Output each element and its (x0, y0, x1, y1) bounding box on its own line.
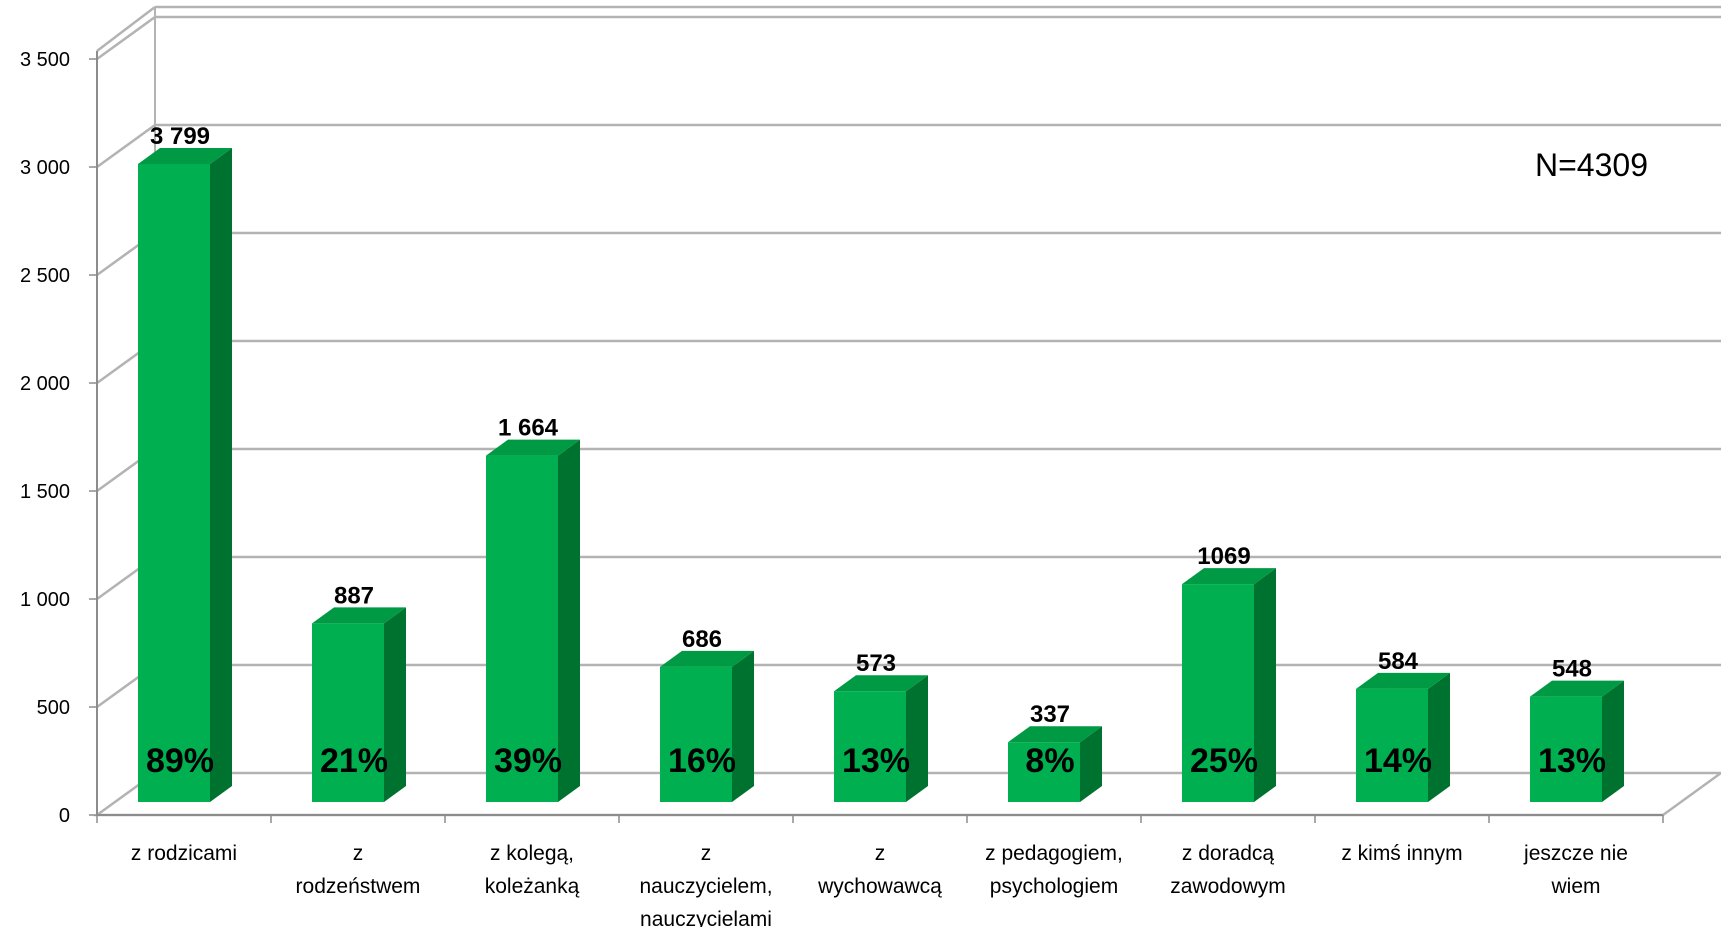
percent-label: 13% (842, 742, 910, 780)
bar (138, 148, 232, 802)
bar-front (834, 691, 906, 802)
bar-top (138, 148, 232, 164)
value-label: 887 (334, 582, 374, 609)
bar-front (1356, 688, 1428, 802)
category-label-line: z kimś innym (1341, 842, 1462, 865)
bar-front (1182, 584, 1254, 802)
bar (1356, 672, 1450, 802)
category-label-line: rodzeństwem (296, 875, 421, 898)
category-label-line: psychologiem (990, 875, 1118, 898)
category-label: z rodzeństwem (296, 842, 421, 898)
bar-top (1182, 568, 1276, 585)
category-label-line: nauczycielami (640, 908, 772, 927)
category-label: z doradcą zawodowym (1170, 842, 1286, 898)
bar-side (558, 439, 580, 802)
bar (834, 675, 928, 802)
category-label-line: z (875, 842, 886, 865)
category-label-line: z doradcą (1182, 842, 1275, 865)
category-label: z rodzicami (131, 842, 237, 865)
y-tick-label: 2 000 (20, 373, 70, 395)
value-label: 1069 (1197, 543, 1250, 570)
bar (1182, 568, 1276, 802)
value-label: 1 664 (498, 415, 559, 442)
bar (1530, 680, 1624, 802)
bar (312, 607, 406, 802)
bar (660, 650, 754, 802)
category-label-line: z (353, 842, 364, 865)
category-label: z kimś innym (1341, 842, 1462, 865)
value-label: 3 799 (150, 123, 210, 150)
value-label: 337 (1030, 701, 1070, 728)
category-label-line: z (701, 842, 712, 865)
percent-label: 16% (668, 742, 736, 780)
percent-label: 25% (1190, 742, 1258, 780)
bar-top (1008, 726, 1102, 743)
y-tick-label: 1 000 (20, 589, 70, 611)
bar-side (732, 650, 754, 802)
y-tick-label: 2 500 (20, 265, 70, 287)
category-label: jeszcze nie wiem (1523, 842, 1628, 898)
value-label: 548 (1552, 656, 1592, 683)
category-label-line: wiem (1550, 875, 1600, 898)
percent-label: 8% (1025, 742, 1074, 780)
bar-top (486, 439, 580, 456)
labels: 0 500 1 000 1 500 2 000 2 500 3 000 3 500 3 799 8… (20, 49, 1628, 927)
y-tick-label: 3 500 (20, 49, 70, 71)
category-label-line: nauczycielem, (639, 875, 772, 898)
y-tick-label: 1 500 (20, 481, 70, 503)
bar-front (486, 455, 558, 802)
category-label-line: jeszcze nie (1523, 842, 1628, 865)
percent-label: 21% (320, 742, 388, 780)
category-label-line: koleżanką (485, 875, 580, 898)
value-label: 573 (856, 650, 896, 677)
percent-label: 89% (146, 742, 214, 780)
y-tick-label: 500 (37, 697, 70, 719)
bar (486, 439, 580, 802)
bar-top (1356, 672, 1450, 689)
category-label-line: zawodowym (1170, 875, 1286, 898)
bar-side (1080, 726, 1102, 802)
category-label: z wychowawcą (817, 842, 942, 898)
bar-front (312, 623, 384, 802)
bar-side (906, 675, 928, 802)
bar-side (1254, 568, 1276, 802)
y-tick-label: 0 (59, 805, 70, 827)
bar-front (1530, 696, 1602, 802)
bar-side (1428, 672, 1450, 802)
category-label-line: z rodzicami (131, 842, 237, 865)
bars (138, 148, 1624, 802)
bar-top (1530, 680, 1624, 697)
gridline-diagonal (96, 15, 156, 61)
value-label: 584 (1378, 648, 1419, 675)
bar-front (138, 164, 210, 802)
category-label-line: z kolegą, (490, 842, 574, 865)
sample-size-annotation: N=4309 (1535, 147, 1648, 183)
category-label: z pedagogiem, psychologiem (985, 842, 1123, 898)
value-label: 686 (682, 626, 722, 653)
bar-side (1602, 680, 1624, 802)
percent-label: 14% (1364, 742, 1432, 780)
bar-side (384, 607, 406, 802)
gridline-diagonal (96, 6, 156, 52)
y-tick-label: 3 000 (20, 157, 70, 179)
category-label-line: wychowawcą (817, 875, 942, 898)
category-label: z kolegą, koleżanką (485, 842, 580, 898)
bar (1008, 726, 1102, 802)
category-label-line: z pedagogiem, (985, 842, 1123, 865)
percent-label: 13% (1538, 742, 1606, 780)
axes (89, 51, 1664, 823)
gridline-diagonal (96, 123, 156, 169)
bar-top (312, 607, 406, 624)
bar-top (834, 675, 928, 692)
percent-label: 39% (494, 742, 562, 780)
bar-front (660, 666, 732, 802)
bar-side (210, 148, 232, 802)
bar-front (1008, 742, 1080, 802)
category-label: z nauczycielem, nauczycielami (639, 842, 772, 927)
bar-top (660, 650, 754, 667)
